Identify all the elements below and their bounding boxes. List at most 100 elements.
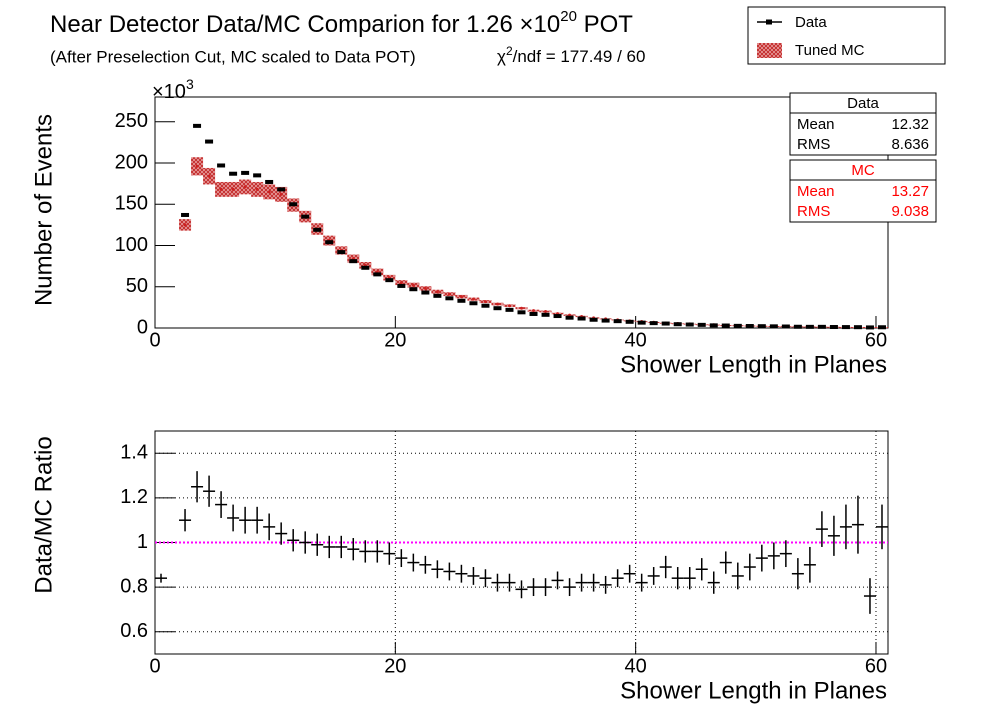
data-point [385, 278, 394, 283]
mc-point [507, 304, 511, 308]
y-tick-label: 0 [137, 316, 148, 338]
data-point [457, 298, 466, 303]
data-point [601, 318, 610, 323]
title-end: POT [577, 11, 633, 38]
data-point [529, 311, 538, 316]
data-point [781, 324, 790, 329]
data-point [409, 287, 418, 292]
y-tick-label: 150 [115, 193, 148, 215]
data-point [577, 316, 586, 321]
x-tick-label: 20 [384, 655, 406, 677]
title-text: Near Detector Data/MC Comparion for 1.26… [50, 11, 560, 38]
data-point [721, 323, 730, 328]
stats-label: Mean [797, 183, 835, 200]
x-tick-label: 40 [625, 655, 647, 677]
y-exp-sup: 3 [186, 76, 194, 92]
data-point [361, 265, 370, 270]
data-point [637, 320, 646, 325]
data-point [853, 325, 862, 330]
stats-box [789, 92, 937, 156]
mc-point [544, 310, 548, 313]
y-tick-label: 0.8 [120, 575, 148, 597]
data-point [481, 303, 490, 308]
title-sup: 20 [560, 8, 577, 25]
mc-point [267, 190, 271, 194]
mc-point [532, 309, 536, 313]
y-axis-label: Data/MC Ratio [30, 436, 57, 593]
data-point [313, 227, 322, 232]
data-point [661, 321, 670, 326]
data-point [253, 173, 262, 178]
legend-mc-swatch [757, 43, 782, 58]
y-tick-label: 100 [115, 234, 148, 256]
data-point [469, 301, 478, 306]
mc-point [255, 187, 259, 191]
x-tick-label: 20 [384, 329, 406, 351]
data-point [445, 296, 454, 301]
data-point [289, 202, 298, 207]
y-tick-label: 1.4 [120, 442, 148, 464]
stats-value: 8.636 [891, 136, 929, 153]
y-tick-label: 1.2 [120, 486, 148, 508]
legend-label: Data [795, 14, 827, 31]
data-point [493, 306, 502, 311]
data-point [217, 163, 226, 168]
y-axis-label: Number of Events [30, 114, 57, 306]
data-point [817, 324, 826, 329]
legend-data-marker [766, 19, 772, 25]
y-tick-label: 50 [126, 275, 148, 297]
stats-title: MC [851, 162, 874, 179]
mc-point [471, 297, 475, 301]
data-point [205, 139, 214, 144]
mc-point [435, 290, 439, 294]
data-point [565, 315, 574, 320]
data-point [325, 240, 334, 245]
data-point [841, 325, 850, 330]
y-tick-label: 0.6 [120, 620, 148, 642]
y-tick-label: 1 [137, 531, 148, 553]
mc-point [279, 192, 283, 196]
data-point [241, 170, 250, 175]
stats-label: RMS [797, 203, 830, 220]
chi2-text: /ndf = 177.49 / 60 [513, 47, 646, 66]
data-point [337, 250, 346, 255]
mc-point [243, 185, 247, 189]
chi2: χ2/ndf = 177.49 / 60 [497, 44, 645, 66]
data-point [685, 322, 694, 327]
data-point [421, 290, 430, 295]
data-point [805, 324, 814, 329]
data-point [625, 319, 634, 324]
data-point [709, 323, 718, 328]
mc-point [219, 187, 223, 191]
stats-value: 9.038 [891, 203, 929, 220]
legend-label: Tuned MC [795, 42, 865, 59]
data-point [769, 324, 778, 329]
data-point [433, 293, 442, 298]
data-point [589, 317, 598, 322]
stats-value: 12.32 [891, 116, 929, 133]
mc-point [195, 164, 199, 168]
stats-label: Mean [797, 116, 835, 133]
stats-value: 13.27 [891, 183, 929, 200]
stats-title: Data [847, 95, 879, 112]
y-exponent: ×103 [152, 76, 194, 104]
data-point [829, 325, 838, 330]
mc-point [495, 302, 499, 306]
data-point [613, 319, 622, 324]
x-tick-label: 60 [865, 329, 887, 351]
data-point [229, 171, 238, 176]
x-tick-label: 0 [149, 655, 160, 677]
data-point [697, 322, 706, 327]
data-point [265, 179, 274, 184]
x-axis-label: Shower Length in Planes [620, 677, 887, 704]
mc-point [520, 306, 523, 310]
mc-point [483, 300, 487, 304]
y-tick-label: 200 [115, 151, 148, 173]
x-tick-label: 40 [625, 329, 647, 351]
chi2-sup: 2 [506, 44, 513, 58]
x-axis-label: Shower Length in Planes [620, 351, 887, 378]
y-exp: ×10 [152, 81, 186, 103]
data-point [397, 283, 406, 288]
data-point [193, 123, 202, 128]
